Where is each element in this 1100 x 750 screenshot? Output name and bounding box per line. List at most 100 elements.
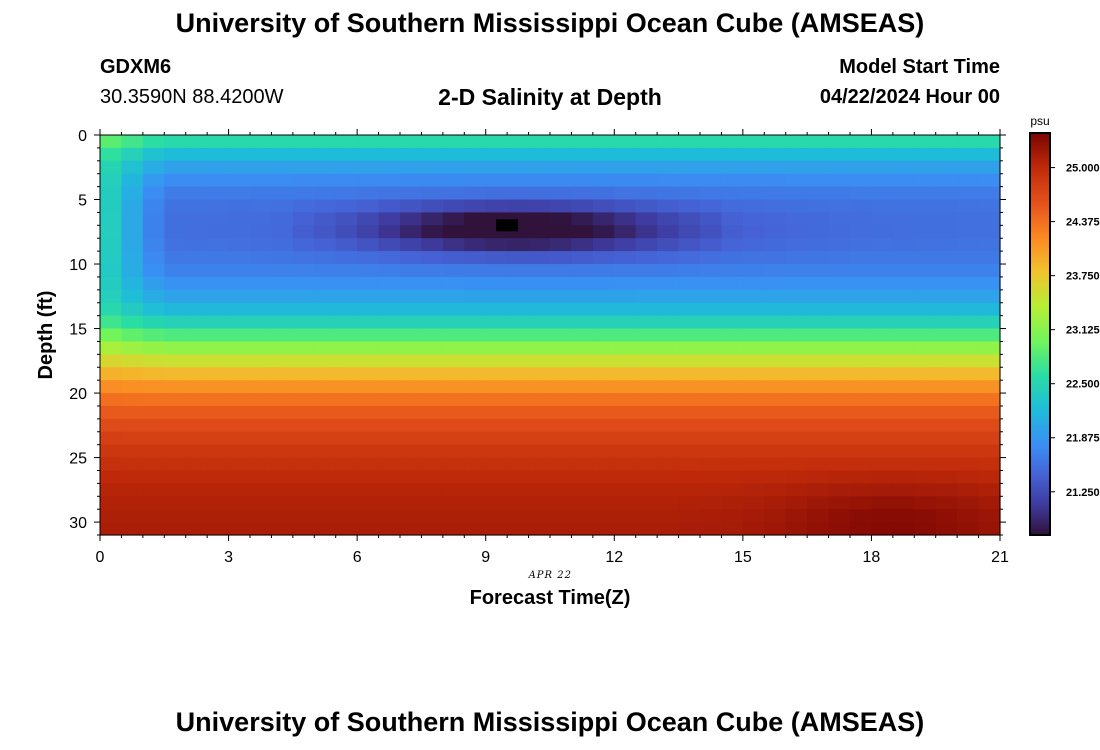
- heatmap-cell: [892, 225, 915, 239]
- heatmap-cell: [764, 393, 787, 407]
- heatmap-cell: [271, 199, 294, 214]
- heatmap-cell: [185, 483, 208, 497]
- heatmap-cell: [700, 225, 723, 239]
- heatmap-cell: [121, 264, 144, 278]
- heatmap-cell: [892, 341, 915, 355]
- heatmap-cell: [657, 393, 680, 407]
- heatmap-cell: [978, 457, 1001, 472]
- heatmap-cell: [100, 380, 123, 394]
- heatmap-cell: [378, 160, 401, 175]
- heatmap-cell: [164, 173, 187, 188]
- heatmap-cell: [807, 380, 830, 394]
- heatmap-cell: [978, 251, 1001, 265]
- heatmap-cell: [314, 522, 337, 536]
- heatmap-cell: [871, 315, 894, 330]
- heatmap-cell: [121, 367, 144, 381]
- heatmap-cell: [271, 509, 294, 523]
- heatmap-cell: [164, 289, 187, 304]
- heatmap-cell: [721, 160, 744, 175]
- heatmap-cell: [400, 393, 423, 407]
- heatmap-cell: [400, 405, 423, 420]
- heatmap-cell: [442, 341, 465, 355]
- heatmap-cell: [850, 393, 873, 407]
- heatmap-cell: [721, 199, 744, 214]
- heatmap-cell: [978, 160, 1001, 175]
- heatmap-cell: [614, 212, 637, 226]
- heatmap-cell: [357, 328, 380, 343]
- heatmap-cell: [957, 367, 980, 381]
- heatmap-cell: [678, 135, 701, 149]
- heatmap-cell: [292, 289, 315, 304]
- heatmap-cell: [764, 418, 787, 433]
- heatmap-cell: [935, 509, 958, 523]
- heatmap-cell: [271, 160, 294, 175]
- heatmap-cell: [464, 276, 487, 291]
- heatmap-cell: [785, 380, 808, 394]
- heatmap-cell: [507, 496, 530, 510]
- heatmap-cell: [828, 251, 851, 265]
- heatmap-cell: [721, 135, 744, 149]
- heatmap-cell: [185, 160, 208, 175]
- heatmap-cell: [121, 431, 144, 446]
- heatmap-cell: [657, 225, 680, 239]
- heatmap-cell: [871, 160, 894, 175]
- heatmap-cell: [978, 418, 1001, 433]
- heatmap-cell: [485, 393, 508, 407]
- heatmap-cell: [250, 341, 273, 355]
- heatmap-cell: [292, 380, 315, 394]
- heatmap-cell: [421, 496, 444, 510]
- heatmap-cell: [764, 251, 787, 265]
- heatmap-cell: [528, 522, 551, 536]
- heatmap-cell: [485, 457, 508, 472]
- heatmap-cell: [828, 367, 851, 381]
- heatmap-cell: [421, 341, 444, 355]
- heatmap-cell: [185, 225, 208, 239]
- heatmap-cell: [228, 160, 251, 175]
- heatmap-cell: [507, 173, 530, 188]
- heatmap-cell: [292, 470, 315, 484]
- heatmap-cell: [614, 302, 637, 317]
- heatmap-cell: [678, 186, 701, 201]
- heatmap-cell: [871, 289, 894, 304]
- heatmap-cell: [614, 509, 637, 523]
- heatmap-cell: [207, 470, 230, 484]
- heatmap-cell: [678, 367, 701, 381]
- heatmap-cell: [914, 186, 937, 201]
- heatmap-cell: [957, 483, 980, 497]
- heatmap-cell: [164, 160, 187, 175]
- heatmap-cell: [507, 147, 530, 162]
- heatmap-cell: [142, 444, 165, 459]
- heatmap-cell: [421, 289, 444, 304]
- heatmap-cell: [807, 431, 830, 446]
- heatmap-cell: [464, 289, 487, 304]
- heatmap-cell: [657, 444, 680, 459]
- heatmap-cell: [400, 470, 423, 484]
- heatmap-cell: [464, 160, 487, 175]
- heatmap-cell: [785, 341, 808, 355]
- heatmap-cell: [785, 328, 808, 343]
- heatmap-cell: [914, 367, 937, 381]
- heatmap-cell: [292, 496, 315, 510]
- heatmap-cell: [507, 135, 530, 149]
- heatmap-cell: [914, 328, 937, 343]
- heatmap-cell: [292, 264, 315, 278]
- heatmap-cell: [764, 238, 787, 252]
- heatmap-cell: [700, 509, 723, 523]
- heatmap-cell: [871, 509, 894, 523]
- heatmap-cell: [807, 173, 830, 188]
- heatmap-cell: [507, 341, 530, 355]
- heatmap-cell: [464, 380, 487, 394]
- heatmap-cell: [721, 341, 744, 355]
- heatmap-cell: [892, 238, 915, 252]
- heatmap-cell: [100, 147, 123, 162]
- heatmap-cell: [271, 405, 294, 420]
- heatmap-cell: [314, 470, 337, 484]
- heatmap-cell: [185, 186, 208, 201]
- heatmap-cell: [678, 302, 701, 317]
- heatmap-cell: [678, 264, 701, 278]
- heatmap-cell: [442, 483, 465, 497]
- heatmap-cell: [614, 264, 637, 278]
- heatmap-cell: [292, 522, 315, 536]
- heatmap-cell: [957, 470, 980, 484]
- heatmap-cell: [785, 393, 808, 407]
